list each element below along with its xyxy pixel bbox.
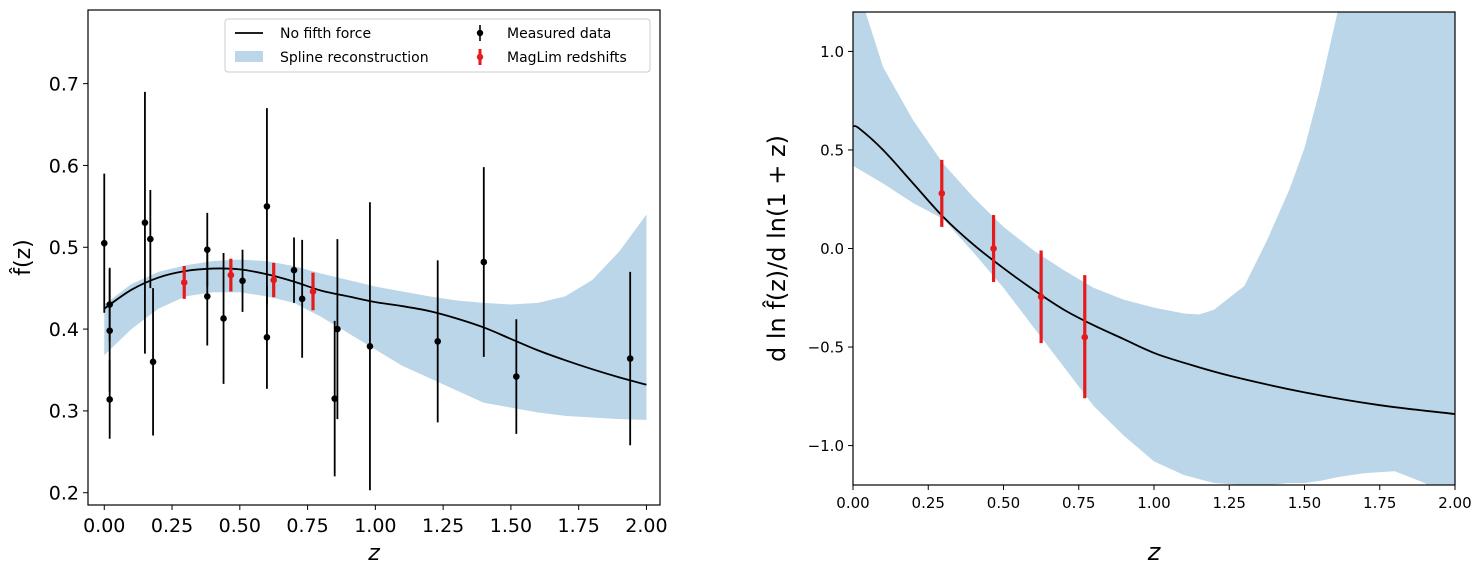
y-axis-label: f̂(z): [10, 239, 36, 275]
measured-point: [366, 342, 374, 350]
measured-point: [331, 395, 338, 402]
measured-point: [290, 266, 298, 274]
x-tick-label: 0.50: [219, 515, 261, 537]
measured-point: [100, 239, 108, 247]
measured-point: [149, 358, 157, 366]
maglim-point: [938, 190, 946, 197]
left-panel: 0.00 0.25 0.50 0.75 1.00 1.25 1.50 1.75 2.00 0.2 0…: [10, 9, 668, 566]
y-tick-label: 0.6: [49, 155, 79, 177]
measured-point: [141, 219, 149, 227]
y-tick-label: 0.7: [49, 73, 79, 95]
measured-point: [626, 355, 634, 362]
x-tick-label: 0.75: [286, 515, 328, 537]
y-tick-label: 0.5: [49, 237, 79, 259]
x-tick-label: 1.50: [490, 515, 532, 537]
x-axis-label: z: [367, 541, 380, 566]
no-fifth-force-line: [103, 267, 647, 386]
measured-point: [263, 203, 271, 210]
measured-point: [480, 258, 488, 266]
measured-point: [106, 396, 113, 403]
measured-point: [147, 235, 154, 243]
legend-band-swatch: [235, 51, 263, 62]
x-tick-label: 0.00: [836, 494, 869, 512]
maglim-point: [1037, 293, 1045, 301]
no-fifth-force-line: [853, 125, 1455, 415]
plot-area: [853, 12, 1455, 485]
measured-point: [239, 277, 246, 285]
maglim-point: [180, 279, 188, 286]
y-tick-label: −0.5: [808, 338, 844, 356]
x-tick-label: 0.75: [1062, 494, 1095, 512]
plot-area: [100, 91, 647, 491]
y-tick-label: 0.0: [820, 240, 844, 258]
y-tick-label: 0.4: [49, 319, 79, 341]
measured-point: [106, 327, 113, 335]
x-axis-label: z: [1147, 538, 1162, 566]
y-tick-label: −1.0: [808, 437, 844, 455]
y-tick-label: 0.2: [49, 483, 79, 505]
x-tick-label: 2.00: [1438, 494, 1471, 512]
x-tick-label: 1.75: [1363, 494, 1396, 512]
maglim-point: [227, 271, 235, 279]
legend-label-band: Spline reconstruction: [280, 50, 429, 66]
x-tick-label: 1.50: [1288, 494, 1321, 512]
maglim-point: [990, 245, 997, 252]
y-tick-label: 0.5: [820, 141, 844, 159]
right-panel: 0.00 0.25 0.50 0.75 1.00 1.25 1.50 1.75 2.00 −1.0…: [763, 11, 1472, 566]
axes-frame: [87, 9, 661, 506]
x-tick-label: 1.75: [558, 515, 600, 537]
spline-reconstruction-band: [853, 12, 1455, 485]
x-tick-label: 0.00: [83, 515, 125, 537]
y-tick-label: 0.3: [49, 401, 79, 423]
measured-point: [334, 325, 341, 333]
x-tick-label: 1.00: [354, 515, 396, 537]
maglim-point: [270, 276, 277, 284]
spline-reconstruction-band: [104, 214, 647, 420]
measured-point: [220, 315, 227, 322]
maglim-point: [1081, 333, 1089, 341]
legend-label-line: No fifth force: [280, 26, 371, 42]
y-axis-label: d ln f̂(z)/d ln(1 + z): [763, 135, 791, 362]
x-tick-label: 0.50: [987, 494, 1020, 512]
x-tick-label: 1.00: [1137, 494, 1170, 512]
legend-maglim-swatch-dot: [476, 53, 484, 61]
legend: No fifth force Spline reconstruction Mea…: [224, 18, 651, 73]
measured-point: [263, 333, 271, 341]
measured-point: [203, 293, 211, 300]
legend-box: [224, 18, 651, 73]
legend-label-maglim: MagLim redshifts: [507, 50, 627, 66]
y-tick-label: 1.0: [820, 43, 844, 61]
measured-point: [513, 373, 520, 380]
maglim-point: [309, 288, 317, 295]
measured-point: [434, 338, 442, 345]
x-tick-label: 0.25: [151, 515, 193, 537]
x-tick-label: 0.25: [912, 494, 945, 512]
x-tick-label: 1.25: [1213, 494, 1246, 512]
measured-point: [298, 295, 306, 303]
legend-label-measured: Measured data: [507, 26, 611, 42]
x-tick-label: 2.00: [625, 515, 667, 537]
legend-measured-swatch-dot: [476, 29, 484, 37]
x-tick-label: 1.25: [422, 515, 464, 537]
